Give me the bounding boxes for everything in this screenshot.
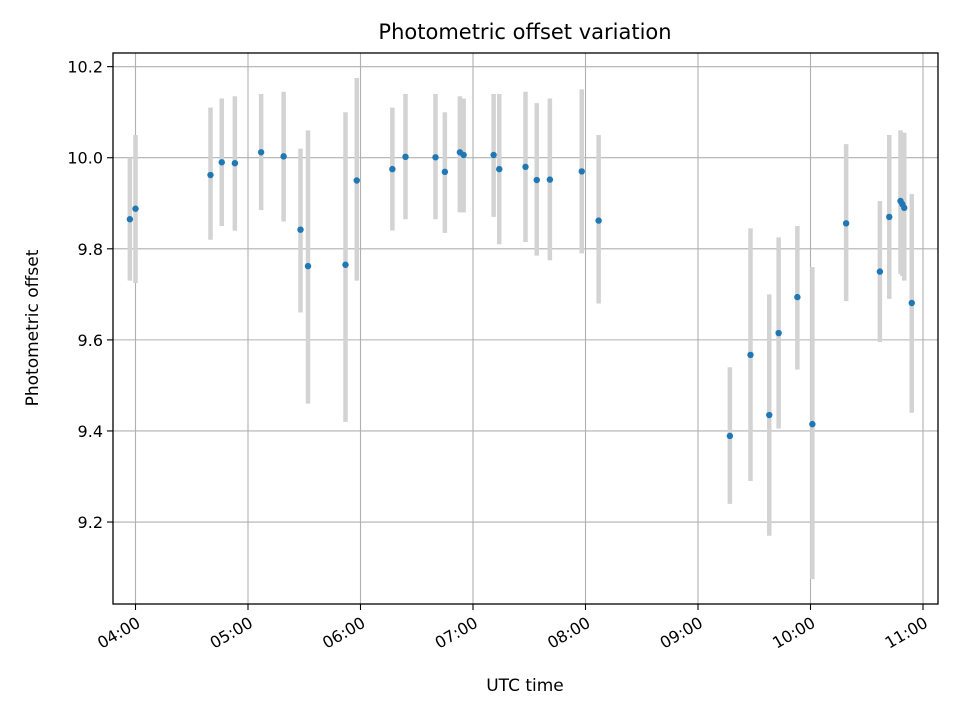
data-point — [432, 154, 439, 161]
data-point — [809, 420, 816, 428]
data-point — [496, 165, 503, 173]
data-point — [876, 268, 884, 275]
y-tick-label: 10.0 — [67, 149, 103, 168]
data-point — [595, 217, 602, 224]
data-point — [231, 160, 239, 167]
data-point — [546, 176, 554, 183]
data-point — [490, 151, 497, 159]
data-point — [533, 176, 540, 184]
data-point — [304, 262, 312, 270]
x-axis-label: UTC time — [486, 676, 564, 696]
data-point — [460, 151, 467, 159]
data-point — [389, 165, 396, 173]
data-point — [747, 351, 754, 359]
data-point — [342, 261, 349, 268]
y-tick-label: 10.2 — [67, 58, 103, 77]
chart-title: Photometric offset variation — [378, 20, 671, 44]
data-point — [886, 213, 893, 221]
data-point — [218, 159, 225, 166]
data-point — [297, 226, 304, 233]
data-point — [402, 153, 409, 161]
data-point — [775, 329, 782, 337]
y-tick-label: 9.8 — [78, 240, 103, 259]
data-point — [207, 171, 214, 179]
data-point — [901, 204, 908, 212]
data-point — [280, 153, 287, 160]
y-tick-label: 9.2 — [78, 513, 103, 532]
data-point — [908, 299, 915, 307]
y-tick-label: 9.6 — [78, 331, 103, 350]
data-points — [126, 149, 915, 440]
data-point — [132, 205, 139, 212]
data-point — [578, 168, 585, 175]
data-point — [441, 168, 449, 176]
data-point — [522, 163, 529, 171]
data-point — [794, 293, 801, 301]
plot-frame — [112, 52, 939, 605]
data-point — [353, 177, 360, 184]
data-point — [726, 432, 734, 440]
data-point — [257, 149, 265, 156]
data-point — [842, 220, 850, 227]
y-axis-label: Photometric offset — [23, 249, 43, 406]
y-tick-label: 9.4 — [78, 422, 103, 441]
data-point — [766, 411, 773, 419]
data-point — [126, 216, 134, 223]
